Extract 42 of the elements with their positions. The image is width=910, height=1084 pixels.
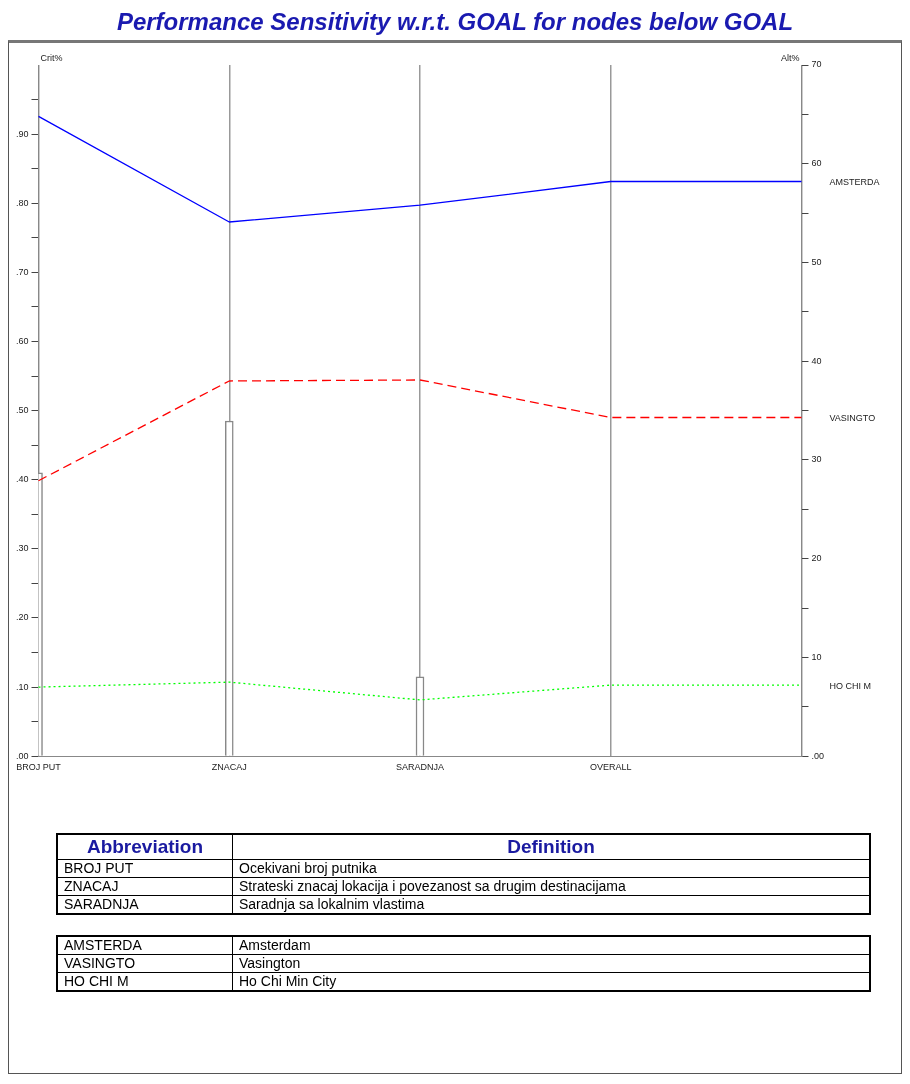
text: ZNACAJ (57, 877, 233, 896)
y2-tick-label: 20 (811, 553, 822, 564)
y-axis-title: Crit% (40, 52, 63, 63)
text: Ho Chi Min City (232, 972, 870, 991)
y-tick-label: .60 (16, 335, 29, 346)
y2-tick-label: 30 (811, 454, 822, 465)
x-tick-label: ZNACAJ (211, 762, 247, 773)
x-tick-label: OVERALL (589, 762, 632, 773)
chart-title: Performance Sensitivity w.r.t. GOAL for nodes below GOAL (115, 8, 795, 36)
y-tick-label: .40 (16, 474, 29, 485)
text: Amsterdam (232, 936, 870, 955)
text: VASINGTO (829, 413, 876, 423)
y2-tick-label: .00 (811, 750, 824, 761)
text: Ocekivani broj putnika (232, 859, 870, 878)
y-tick-label: .90 (16, 128, 29, 139)
text: AMSTERDA (829, 177, 880, 187)
y2-tick-label: 40 (811, 355, 822, 366)
text: AMSTERDA (57, 936, 233, 955)
text: Saradnja sa lokalnim vlastima (232, 895, 870, 914)
text: HO CHI M (829, 680, 871, 691)
text: Strateski znacaj lokacija i povezanost sa drugim destinacijama (232, 877, 870, 896)
text: Definition (232, 834, 870, 860)
y-tick-label: .30 (16, 543, 29, 554)
y2-tick-label: 70 (811, 59, 822, 70)
y-tick-label: .20 (16, 612, 29, 623)
y-tick-label: .50 (16, 405, 29, 416)
text: VASINGTO (57, 954, 233, 973)
y-tick-label: .70 (16, 266, 29, 277)
text: HO CHI M (57, 972, 233, 991)
x-tick-label: SARADNJA (395, 762, 445, 773)
x-tick-label: BROJ PUT (16, 762, 62, 773)
y2-tick-label: 60 (811, 158, 822, 169)
text: SARADNJA (57, 895, 233, 914)
text: Vasington (232, 954, 870, 973)
y2-axis-title: Alt% (780, 52, 800, 63)
y2-tick-label: 10 (811, 651, 822, 662)
y-tick-label: .10 (16, 681, 29, 692)
text: BROJ PUT (57, 859, 233, 878)
y2-tick-label: 50 (811, 256, 822, 267)
y-tick-label: .80 (16, 197, 29, 208)
text: Abbreviation (57, 834, 233, 860)
y-tick-label: .00 (16, 750, 29, 761)
